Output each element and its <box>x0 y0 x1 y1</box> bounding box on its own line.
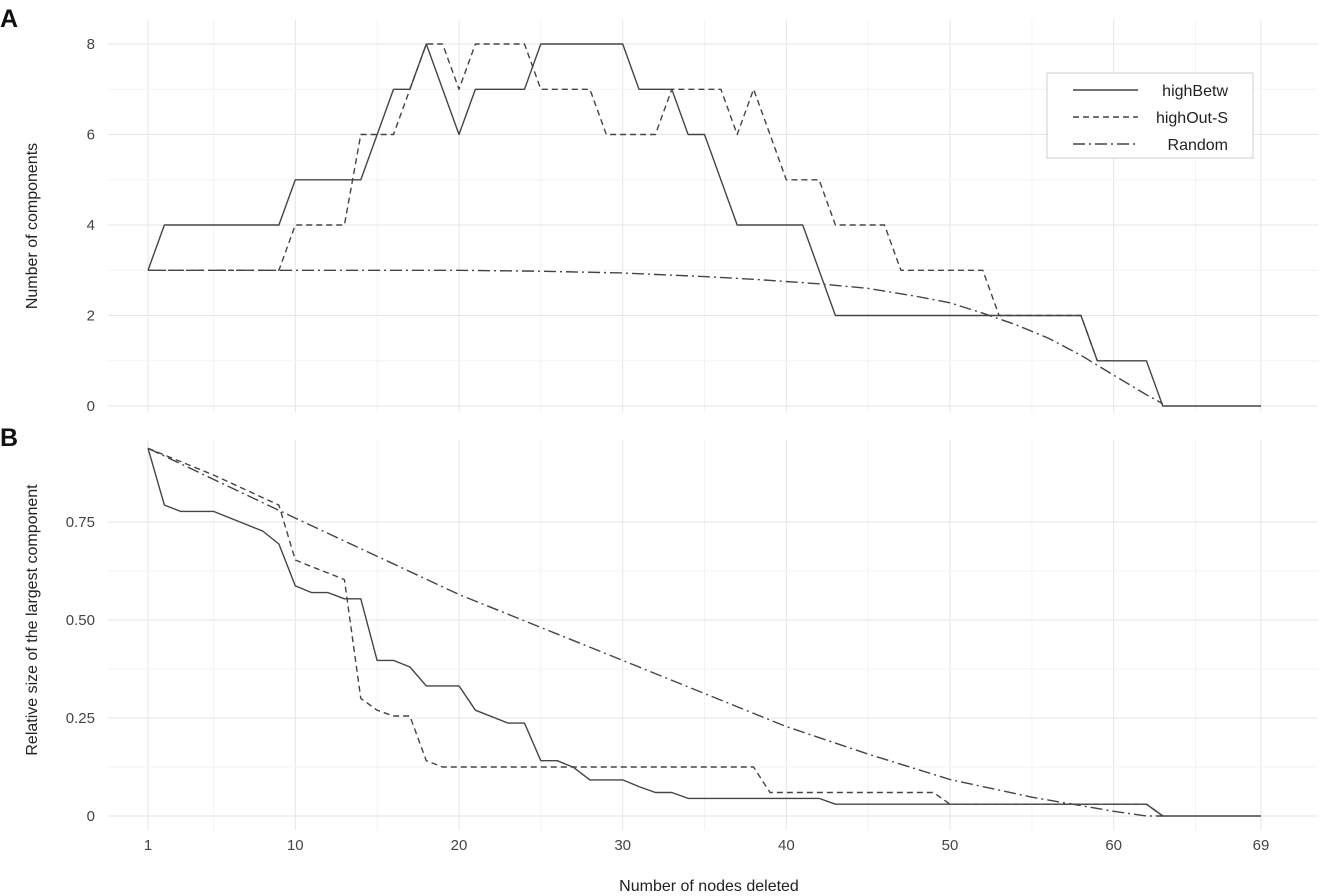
x-tick-label: 10 <box>287 837 304 854</box>
panel-a-series-highout-s <box>148 43 1114 362</box>
legend-entries: highBetw highOut-S Random <box>1073 83 1228 154</box>
panel-b-series-highbetw <box>147 448 1261 817</box>
panel-a-y-ticks: 0 2 4 6 8 <box>87 36 95 415</box>
panel-a-lines <box>147 43 1261 407</box>
panel-a-y-tick-label: 2 <box>87 308 95 325</box>
panel-b-y-axis-title: Relative size of the largest component <box>24 484 41 756</box>
legend-label: highOut-S <box>1156 110 1228 127</box>
panel-b-grid <box>108 440 1318 830</box>
panel-b-x-ticks: 1 10 20 30 40 50 60 69 <box>144 837 1270 854</box>
panel-a-y-tick-label: 8 <box>87 36 95 53</box>
panel-b-y-tick-label: 0 <box>87 808 95 825</box>
panel-b-series-highout-s <box>147 447 1164 817</box>
panel-a-y-tick-label: 4 <box>87 217 95 234</box>
panel-b-lines <box>147 447 1261 817</box>
x-tick-label: 50 <box>942 837 959 854</box>
panel-b-y-tick-label: 0.25 <box>66 710 95 727</box>
x-tick-label: 20 <box>451 837 468 854</box>
panel-b-y-tick-label: 0.75 <box>66 514 95 531</box>
x-tick-label: 60 <box>1105 837 1122 854</box>
x-tick-label: 69 <box>1253 837 1270 854</box>
panel-a-series-random <box>148 269 1164 405</box>
x-tick-label: 40 <box>778 837 795 854</box>
panel-a-y-tick-label: 6 <box>87 127 95 144</box>
x-tick-label: 30 <box>614 837 631 854</box>
x-tick-label: 1 <box>144 837 152 854</box>
x-axis-title: Number of nodes deleted <box>619 878 799 895</box>
panel-a-label: A <box>0 5 18 33</box>
legend-label: Random <box>1168 137 1228 154</box>
panel-b-y-tick-label: 0.50 <box>66 612 95 629</box>
panel-b: B 0 0.25 0.50 0.75 1 10 20 30 40 50 60 69 Relative… <box>0 424 1318 895</box>
panel-a-y-tick-label: 0 <box>87 398 95 415</box>
panel-b-series-random <box>147 447 1163 817</box>
legend: highBetw highOut-S Random <box>1046 72 1254 159</box>
panel-b-y-ticks: 0 0.25 0.50 0.75 <box>66 514 95 825</box>
legend-label: highBetw <box>1162 83 1228 100</box>
panel-b-label: B <box>0 424 18 452</box>
panel-a-y-axis-title: Number of components <box>24 143 41 309</box>
